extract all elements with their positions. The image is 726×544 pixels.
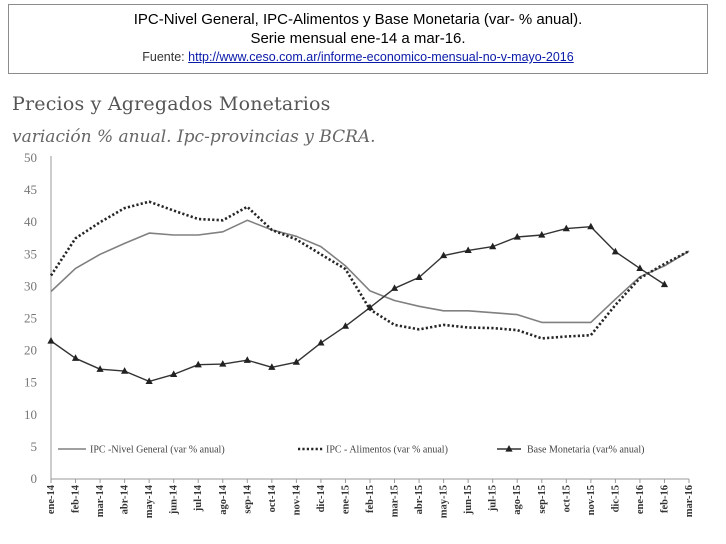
legend-marker <box>505 445 513 452</box>
legend-label: IPC - Alimentos (var % anual) <box>326 445 448 456</box>
data-point-marker <box>636 264 644 272</box>
data-point-marker <box>415 273 423 281</box>
data-point-marker <box>513 232 521 240</box>
data-point-marker <box>562 224 570 232</box>
x-tick-label: feb-15 <box>365 485 376 513</box>
source-link[interactable]: http://www.ceso.com.ar/informe-economico… <box>188 50 574 64</box>
x-tick-label: oct-15 <box>561 485 572 512</box>
legend-label: IPC -Nivel General (var % anual) <box>90 445 225 456</box>
x-tick-label: dic-15 <box>610 485 621 512</box>
x-tick-label: ene-14 <box>46 484 57 514</box>
x-tick-label: sep-14 <box>242 484 253 513</box>
data-point-marker <box>341 322 350 329</box>
x-tick-label: mar-14 <box>95 484 106 517</box>
x-tick-label: feb-14 <box>71 484 82 513</box>
y-tick-label: 5 <box>31 439 38 454</box>
x-tick-label: mar-16 <box>684 485 695 517</box>
data-point-marker <box>587 222 595 230</box>
data-point-marker <box>219 360 227 367</box>
header-title: IPC-Nivel General, IPC-Alimentos y Base … <box>133 11 583 28</box>
x-tick-label: ene-15 <box>340 485 351 514</box>
x-tick-label: mar-15 <box>390 485 401 517</box>
y-tick-label: 10 <box>24 407 37 422</box>
series-line-1 <box>50 219 690 324</box>
chart-subtitle: variación % anual. Ipc-provincias y BCRA… <box>12 127 376 147</box>
x-tick-label: feb-16 <box>659 485 670 513</box>
data-point-marker <box>47 336 55 344</box>
x-tick-label: nov-15 <box>586 485 597 515</box>
x-tick-label: dic-14 <box>316 484 327 512</box>
chart-series <box>47 200 690 385</box>
data-point-marker <box>366 303 374 311</box>
data-point-marker <box>317 338 325 346</box>
data-point-marker <box>292 358 300 365</box>
x-tick-label: jun-14 <box>169 484 180 515</box>
x-tick-label: jun-15 <box>463 485 474 515</box>
series-line-3 <box>50 225 665 383</box>
x-tick-label: jul-15 <box>488 485 499 512</box>
data-point-marker <box>440 251 448 259</box>
x-tick-label: nov-14 <box>291 484 302 515</box>
legend-label: Base Monetaria (var% anual) <box>527 445 644 456</box>
series-line-2 <box>49 200 690 340</box>
chart-legend: IPC -Nivel General (var % anual) IPC - Al… <box>58 445 644 456</box>
data-point-marker <box>243 356 251 363</box>
y-tick-label: 35 <box>24 246 37 261</box>
header-period: Serie mensual ene-14 a mar-16. <box>250 30 466 47</box>
x-tick-label: jul-14 <box>193 484 204 512</box>
data-point-marker <box>464 246 472 254</box>
y-tick-label: 20 <box>24 343 37 358</box>
data-point-marker <box>71 354 80 361</box>
data-point-marker <box>489 242 497 250</box>
header-box: IPC-Nivel General, IPC-Alimentos y Base … <box>8 4 708 74</box>
x-tick-label: may-14 <box>144 484 155 518</box>
header-source: Fuente: http://www.ceso.com.ar/informe-e… <box>9 48 707 66</box>
y-tick-label: 30 <box>24 278 37 293</box>
y-tick-label: 0 <box>31 471 38 486</box>
data-point-marker <box>145 377 153 385</box>
data-point-marker <box>538 231 546 238</box>
y-tick-label: 15 <box>24 375 37 390</box>
x-tick-label: may-15 <box>439 485 450 518</box>
y-tick-label: 40 <box>24 214 37 229</box>
y-tick-label: 25 <box>24 311 37 326</box>
x-tick-label: ago-15 <box>512 485 523 515</box>
y-tick-label: 50 <box>24 150 37 165</box>
data-point-marker <box>390 284 399 291</box>
data-point-marker <box>170 370 178 377</box>
chart-title: Precios y Agregados Monetarios <box>12 93 331 115</box>
x-tick-label: oct-14 <box>267 484 278 512</box>
data-point-marker <box>660 280 669 288</box>
data-point-marker <box>96 365 104 372</box>
x-tick-label: sep-15 <box>537 485 548 514</box>
data-point-marker <box>194 360 202 368</box>
chart-axes: 0 5 10 15 20 25 30 35 40 45 50 ene-14 feb-14 mar-14 ab… <box>24 150 695 518</box>
data-point-marker <box>268 363 276 370</box>
source-prefix: Fuente: <box>142 50 189 64</box>
data-point-marker <box>121 367 129 374</box>
x-tick-label: ago-14 <box>218 484 229 514</box>
y-tick-label: 45 <box>24 182 37 197</box>
x-tick-label: abr-14 <box>120 484 131 514</box>
data-point-marker <box>611 247 619 255</box>
x-tick-label: ene-16 <box>635 485 646 514</box>
x-tick-label: abr-15 <box>414 485 425 514</box>
